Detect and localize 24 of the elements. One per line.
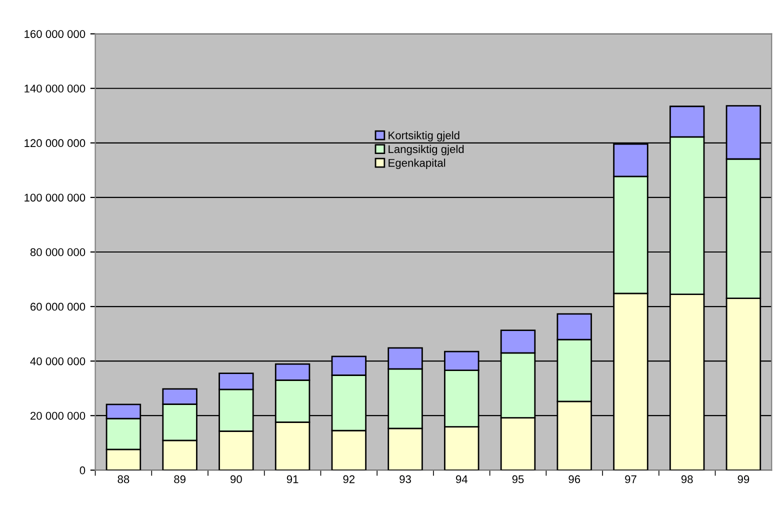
x-tick-label: 99 bbox=[738, 475, 750, 484]
x-tick-label: 96 bbox=[568, 475, 580, 484]
legend-label: Kortsiktig gjeld bbox=[388, 131, 460, 142]
x-tick-label: 93 bbox=[400, 475, 411, 484]
x-tick-label: 98 bbox=[681, 475, 693, 484]
x-tick-label: 88 bbox=[118, 475, 130, 484]
y-tick-label: 120 000 000 bbox=[24, 139, 86, 148]
y-tick-label: 60 000 000 bbox=[30, 302, 86, 311]
x-tick-label: 89 bbox=[174, 475, 186, 484]
y-tick-label: 140 000 000 bbox=[24, 84, 86, 93]
y-tick-label: 0 bbox=[80, 466, 86, 474]
y-tick-label: 160 000 000 bbox=[24, 30, 86, 38]
y-tick-label: 20 000 000 bbox=[30, 412, 86, 420]
legend-label: Langsiktig gjeld bbox=[388, 144, 464, 156]
x-tick-label: 97 bbox=[625, 475, 636, 484]
x-tick-label: 92 bbox=[343, 475, 355, 484]
y-tick-label: 80 000 000 bbox=[30, 248, 86, 256]
x-tick-label: 94 bbox=[456, 475, 468, 484]
y-tick-label: 40 000 000 bbox=[30, 357, 86, 366]
y-tick-label: 100 000 000 bbox=[24, 194, 86, 202]
x-tick-label: 91 bbox=[286, 475, 298, 484]
legend-label: Egenkapital bbox=[388, 158, 446, 170]
x-tick-label: 95 bbox=[512, 475, 524, 484]
x-tick-label: 90 bbox=[230, 475, 242, 484]
